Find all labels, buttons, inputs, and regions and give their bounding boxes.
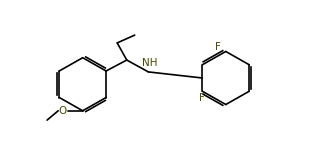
Text: O: O: [59, 106, 67, 116]
Text: NH: NH: [142, 58, 158, 68]
Text: F: F: [215, 42, 221, 52]
Text: F: F: [199, 93, 205, 103]
